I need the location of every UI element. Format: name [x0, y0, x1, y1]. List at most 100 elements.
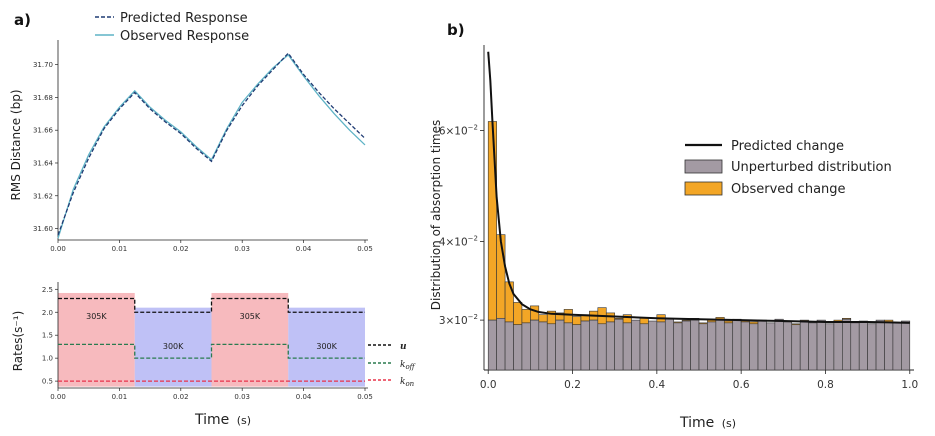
rms-xtick-label: 0.05 [357, 245, 373, 253]
temperature-region [211, 292, 289, 387]
bar-unperturbed [555, 319, 565, 371]
absorption-ylabel: Distribution of absorption times [429, 120, 443, 310]
panel-label-a: a) [14, 11, 31, 29]
bar-unperturbed [572, 324, 582, 371]
bar-unperturbed [622, 322, 632, 371]
bar-observed-change [487, 121, 497, 321]
legend-label-observed: Observed Response [120, 29, 249, 44]
bar-unperturbed [774, 318, 784, 371]
absorption-xtick-label: 1.0 [901, 379, 918, 391]
temperature-region [134, 307, 212, 387]
bar-unperturbed [513, 324, 523, 371]
bar-unperturbed [732, 319, 742, 371]
bar-observed-change [521, 309, 531, 324]
absorption-chart: Distribution of absorption times Time (s… [429, 45, 918, 431]
region-label: 300K [163, 342, 184, 351]
bar-unperturbed [892, 322, 902, 371]
bar-unperturbed [521, 322, 531, 371]
bar-unperturbed [783, 321, 793, 371]
bar-unperturbed [614, 318, 624, 371]
legend-label-predicted-change: Predicted change [731, 139, 844, 154]
bar-unperturbed [875, 319, 885, 371]
absorption-xtick-label: 0.4 [648, 379, 665, 391]
legend-label-unperturbed: Unperturbed distribution [731, 160, 892, 175]
bar-unperturbed [648, 320, 658, 371]
bar-unperturbed [681, 320, 691, 371]
rates-ytick-label: 1.5 [42, 332, 53, 340]
legend-swatch-observed-change [684, 181, 723, 196]
svg-text:Time (s): Time (s) [679, 415, 736, 431]
bar-unperturbed [538, 321, 548, 371]
absorption-xtick-label: 0.6 [733, 379, 750, 391]
rms-ylabel: RMS Distance (bp) [9, 89, 23, 200]
series-line-predicted [57, 52, 366, 236]
bar-unperturbed [715, 318, 725, 371]
rms-xtick-label: 0.00 [50, 245, 66, 253]
absorption-xlabel: Time (s) [679, 415, 736, 431]
rms-ytick-label: 31.62 [33, 192, 53, 200]
absorption-xlabel-main: Time [679, 415, 714, 431]
legend-label-observed-change: Observed change [731, 182, 846, 197]
rates-xlabel-unit: (s) [237, 414, 251, 427]
bar-unperturbed [749, 323, 759, 371]
bar-unperturbed [842, 318, 852, 371]
bar-observed-change [563, 309, 573, 324]
bar-observed-change [538, 314, 548, 323]
rms-ytick-label: 31.68 [33, 94, 53, 102]
rms-xtick-label: 0.02 [173, 245, 189, 253]
bar-unperturbed [707, 321, 717, 371]
rates-chart: Rates(s⁻¹) Time (s) u koff kon 305K 300K 3… [11, 282, 416, 428]
rms-ytick-label: 31.64 [33, 159, 54, 167]
absorption-xlabel-unit: (s) [722, 417, 736, 430]
rates-xlabel-main: Time [194, 412, 229, 428]
bar-unperturbed [808, 322, 818, 371]
bar-observed-change [513, 302, 523, 326]
bar-unperturbed [825, 323, 835, 371]
bar-unperturbed [690, 319, 700, 371]
rates-ytick-label: 0.5 [42, 378, 53, 386]
bar-unperturbed [639, 323, 649, 371]
bar-unperturbed [631, 319, 641, 371]
bar-unperturbed [673, 322, 683, 371]
region-label: 305K [86, 312, 107, 321]
rates-legend: u koff kon [368, 342, 416, 388]
absorption-ytick-label: 4×10−2 [439, 234, 478, 248]
absorption-ytick-label: 6×10−2 [439, 123, 478, 137]
rms-legend: Predicted Response Observed Response [95, 11, 249, 44]
absorption-legend: Predicted change Unperturbed distributio… [684, 139, 892, 197]
bar-unperturbed [504, 321, 514, 371]
rate-line-u [58, 297, 365, 313]
region-label: 300K [316, 342, 337, 351]
bar-unperturbed [597, 323, 607, 371]
rms-chart: Predicted Response Observed Response RMS… [9, 11, 373, 253]
temperature-region [288, 307, 365, 387]
rms-xtick-label: 0.01 [112, 245, 128, 253]
rms-ytick-label: 31.60 [33, 225, 53, 233]
bar-unperturbed [580, 320, 590, 371]
bar-unperturbed [757, 319, 767, 371]
bar-unperturbed [740, 321, 750, 371]
rms-ytick-label: 31.70 [33, 61, 53, 69]
bar-unperturbed [698, 323, 708, 371]
rates-xtick-label: 0.01 [112, 393, 128, 401]
legend-label-kon: kon [400, 377, 415, 388]
bar-unperturbed [816, 319, 826, 371]
rms-xtick-label: 0.03 [234, 245, 250, 253]
legend-label-predicted: Predicted Response [120, 11, 248, 26]
region-label: 305K [240, 312, 261, 321]
bar-unperturbed [799, 320, 809, 371]
bar-unperturbed [867, 323, 877, 371]
bar-observed-change [572, 316, 582, 326]
bar-unperturbed [496, 317, 506, 371]
svg-text:Time (s): Time (s) [194, 412, 251, 428]
series-line-observed [57, 53, 366, 239]
bar-observed-change [504, 281, 514, 323]
absorption-xtick-label: 0.8 [817, 379, 834, 391]
temperature-region [58, 292, 135, 387]
bar-unperturbed [723, 322, 734, 371]
rates-xtick-label: 0.02 [173, 393, 189, 401]
bar-unperturbed [487, 319, 497, 371]
rates-ytick-label: 1.0 [42, 355, 53, 363]
bar-unperturbed [563, 322, 573, 371]
